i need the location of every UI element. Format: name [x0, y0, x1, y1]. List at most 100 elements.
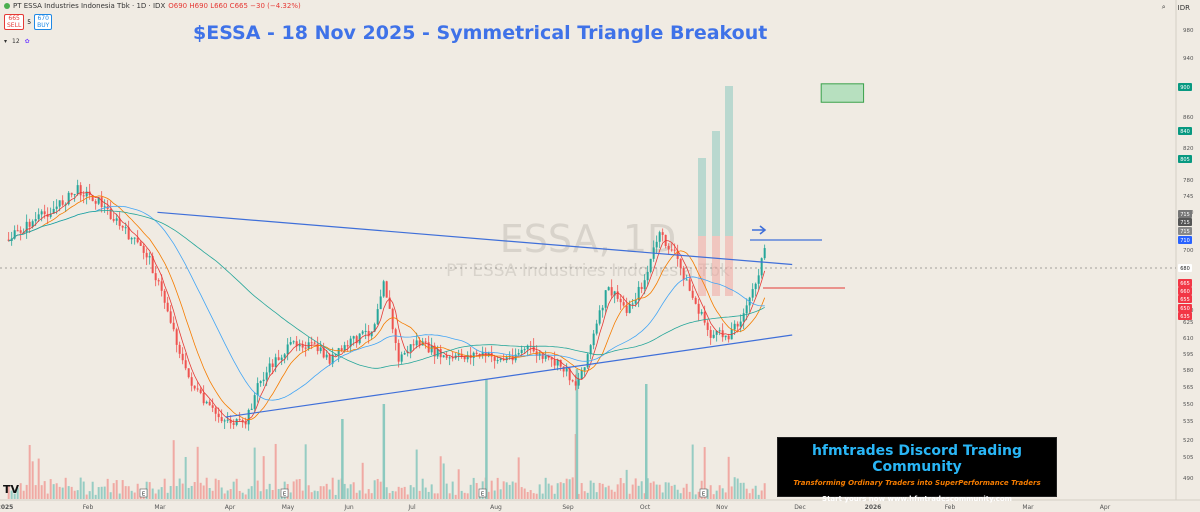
breakout-arrow-icon	[752, 225, 767, 235]
candle-body	[763, 248, 766, 259]
volume-bar	[364, 493, 367, 499]
indicator-count[interactable]: 12	[12, 38, 20, 45]
volume-bar	[10, 490, 13, 499]
volume-bar	[322, 486, 325, 499]
volume-bar	[511, 481, 514, 499]
volume-bar	[244, 494, 247, 499]
sell-button[interactable]: 665 SELL	[4, 14, 25, 30]
volume-bar	[424, 487, 427, 499]
candle-body	[184, 360, 187, 369]
volume-bar	[187, 487, 190, 499]
candle-body	[556, 359, 559, 366]
volume-bar	[52, 484, 55, 499]
volume-bar	[490, 480, 493, 499]
volume-bar	[661, 492, 664, 499]
candle-body	[280, 357, 283, 360]
target-box	[820, 83, 865, 103]
top-right-controls: ⌕ IDR	[1162, 3, 1190, 12]
candle-body	[736, 323, 739, 327]
projection-bar-upper	[725, 86, 733, 236]
event-marker	[478, 488, 487, 498]
volume-bar	[223, 493, 226, 499]
price-badge-label: 715	[1180, 220, 1190, 226]
currency-label[interactable]: IDR	[1177, 3, 1190, 12]
price-badge	[1178, 236, 1192, 244]
collapse-icon[interactable]: ▾	[4, 38, 8, 45]
candle-body	[499, 358, 502, 361]
candle-body	[112, 219, 115, 221]
y-tick-label: 595	[1183, 352, 1194, 358]
price-badge	[1178, 127, 1192, 135]
price-badge-label: 900	[1180, 85, 1190, 91]
volume-bar	[373, 480, 376, 499]
y-tick-label: 565	[1183, 385, 1194, 391]
candle-body	[352, 336, 355, 339]
volume-bar	[100, 486, 103, 499]
volume-bar	[103, 486, 106, 499]
candle-body	[658, 232, 661, 242]
volume-bar	[217, 480, 220, 499]
volume-bar	[241, 492, 244, 499]
volume-bar	[670, 485, 673, 499]
candle-body	[178, 344, 181, 354]
candle-body	[607, 287, 610, 291]
ma-fast-line	[8, 191, 766, 423]
volume-bar	[202, 485, 205, 499]
y-tick-label: 505	[1183, 455, 1194, 461]
candle-body	[358, 333, 361, 344]
volume-bar	[109, 492, 112, 499]
volume-bar	[25, 484, 28, 499]
volume-bar	[229, 489, 232, 499]
projection-bar-lower	[698, 236, 706, 296]
candle-body	[526, 345, 529, 350]
symbol-header: PT ESSA Industries Indonesia Tbk · 1D · …	[4, 2, 301, 10]
candle-body	[517, 353, 520, 355]
volume-bar	[121, 480, 124, 499]
candle-body	[385, 281, 388, 298]
indicator-row: ▾ 12 ✿	[4, 38, 30, 45]
volume-bar	[664, 482, 667, 499]
candle-body	[268, 363, 271, 373]
candle-body	[475, 352, 478, 354]
volume-bar	[211, 490, 214, 499]
symbol-line[interactable]: PT ESSA Industries Indonesia Tbk · 1D · …	[13, 2, 166, 10]
candle-body	[745, 305, 748, 314]
y-tick-label: 535	[1183, 419, 1194, 425]
volume-bar	[742, 482, 745, 499]
volume-bar	[268, 483, 271, 499]
volume-bar	[232, 481, 235, 499]
x-tick-label: Mar	[1022, 504, 1034, 511]
candle-body	[649, 258, 652, 272]
candle-body	[640, 286, 643, 290]
volume-bar	[205, 477, 208, 499]
x-tick-label: 2026	[865, 504, 882, 511]
volume-bar	[715, 490, 718, 499]
volume-bar	[172, 440, 175, 499]
settings-icon[interactable]: ✿	[24, 38, 30, 45]
y-tick-label: 610	[1183, 336, 1194, 342]
tradingview-logo[interactable]: TV	[3, 483, 20, 496]
volume-bar	[451, 481, 454, 499]
volume-bar	[736, 478, 739, 499]
volume-bar	[352, 482, 355, 499]
candle-body	[361, 331, 364, 334]
volume-bar	[385, 487, 388, 499]
volume-bar	[520, 487, 523, 499]
volume-bar	[388, 493, 391, 499]
x-tick-label: Mar	[154, 504, 166, 511]
promo-url[interactable]: Start yours now www.hfmtradescommunity.c…	[822, 495, 1012, 503]
search-icon[interactable]: ⌕	[1161, 3, 1166, 11]
volume-bar	[184, 456, 187, 499]
volume-bar	[220, 487, 223, 499]
volume-bar	[7, 486, 10, 499]
candle-body	[58, 200, 61, 207]
volume-bar	[16, 487, 19, 499]
buy-button[interactable]: 670 BUY	[34, 14, 53, 30]
candle-body	[175, 329, 178, 345]
candle-body	[70, 192, 73, 195]
x-tick-label: May	[282, 504, 295, 511]
volume-bar	[61, 487, 64, 499]
candle-body	[325, 354, 328, 358]
candle-body	[424, 341, 427, 343]
